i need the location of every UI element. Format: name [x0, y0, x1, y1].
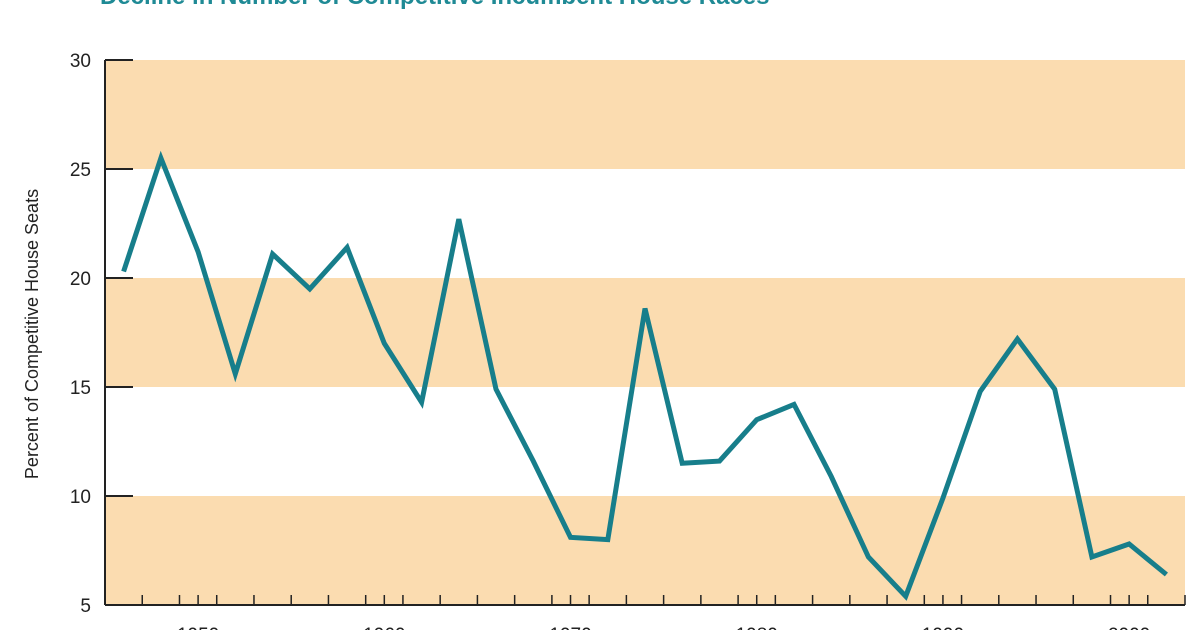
- y-axis-ticks: 5 10 15 20 25 30: [70, 51, 133, 617]
- data-point-1990: [940, 496, 945, 501]
- x-tick-label-1960: 1960: [363, 625, 405, 630]
- y-tick-label-15: 15: [70, 378, 91, 399]
- data-point-1962: [419, 400, 424, 405]
- x-tick-label-1990: 1990: [922, 625, 964, 630]
- y-tick-label-25: 25: [70, 160, 91, 181]
- y-tick-label-30: 30: [70, 51, 91, 72]
- x-tick-label-1970: 1970: [549, 625, 591, 630]
- axes: [104, 60, 1185, 606]
- background-band-15-20: [105, 278, 1185, 387]
- data-point-1998: [1089, 555, 1094, 560]
- data-point-1952: [233, 371, 238, 376]
- data-point-1954: [270, 252, 275, 257]
- data-point-1982: [791, 402, 796, 407]
- data-point-1958: [345, 245, 350, 250]
- data-point-1974: [643, 306, 648, 311]
- x-tick-label-1980: 1980: [736, 625, 778, 630]
- data-point-1992: [978, 389, 983, 394]
- data-point-1994: [1015, 337, 1020, 342]
- data-point-1972: [605, 537, 610, 542]
- data-point-1956: [307, 286, 312, 291]
- data-point-1986: [866, 555, 871, 560]
- data-point-1984: [829, 474, 834, 479]
- data-point-1948: [158, 156, 163, 161]
- data-point-2002: [1164, 572, 1169, 577]
- data-point-1950: [196, 249, 201, 254]
- y-tick-label-5: 5: [80, 596, 91, 617]
- data-point-1970: [568, 535, 573, 540]
- x-axis-ticks: 1950 1960 1970 1980 1990 2000: [141, 595, 1186, 630]
- x-tick-label-2000: 2000: [1108, 625, 1150, 630]
- background-band-25-30: [105, 60, 1185, 169]
- data-point-2000: [1127, 541, 1132, 546]
- data-point-1976: [680, 461, 685, 466]
- x-tick-label-1950: 1950: [177, 625, 219, 630]
- y-axis-label: Percent of Competitive House Seats: [22, 189, 42, 479]
- data-point-1978: [717, 459, 722, 464]
- data-point-1996: [1052, 387, 1057, 392]
- y-tick-label-10: 10: [70, 487, 91, 508]
- data-point-1966: [494, 387, 499, 392]
- data-point-1964: [456, 217, 461, 222]
- data-point-1946: [121, 269, 126, 274]
- background-bands: [105, 60, 1185, 605]
- series-line-0: [121, 150, 1168, 601]
- data-point-1988: [903, 594, 908, 599]
- background-band-5-10: [105, 496, 1185, 605]
- data-point-1960: [382, 341, 387, 346]
- data-point-1968: [531, 459, 536, 464]
- data-point-1980: [754, 417, 759, 422]
- y-tick-label-20: 20: [70, 269, 91, 290]
- chart-title: Decline in Number of Competitive Incumbe…: [100, 0, 769, 10]
- series-group: [121, 150, 1169, 601]
